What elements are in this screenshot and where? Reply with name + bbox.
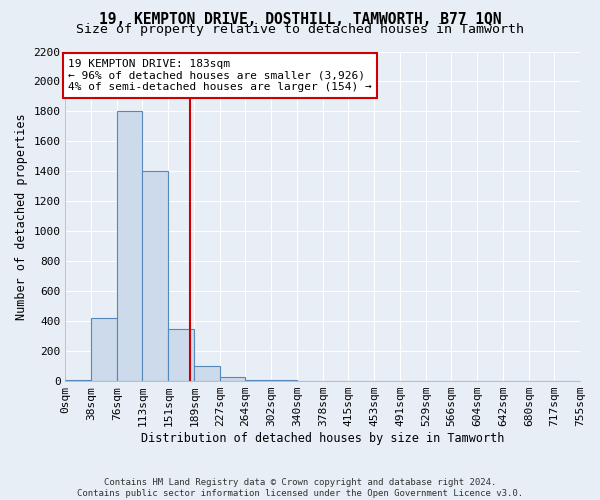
X-axis label: Distribution of detached houses by size in Tamworth: Distribution of detached houses by size … bbox=[141, 432, 505, 445]
Text: 19, KEMPTON DRIVE, DOSTHILL, TAMWORTH, B77 1QN: 19, KEMPTON DRIVE, DOSTHILL, TAMWORTH, B… bbox=[99, 12, 501, 28]
Bar bbox=[117, 112, 142, 381]
Bar bbox=[271, 380, 297, 381]
Bar bbox=[169, 328, 194, 381]
Text: Size of property relative to detached houses in Tamworth: Size of property relative to detached ho… bbox=[76, 22, 524, 36]
Bar bbox=[142, 172, 169, 381]
Text: Contains HM Land Registry data © Crown copyright and database right 2024.
Contai: Contains HM Land Registry data © Crown c… bbox=[77, 478, 523, 498]
Bar bbox=[194, 366, 220, 381]
Bar bbox=[245, 380, 271, 381]
Bar bbox=[91, 318, 117, 381]
Bar bbox=[65, 380, 91, 381]
Y-axis label: Number of detached properties: Number of detached properties bbox=[15, 113, 28, 320]
Bar bbox=[220, 376, 245, 381]
Text: 19 KEMPTON DRIVE: 183sqm
← 96% of detached houses are smaller (3,926)
4% of semi: 19 KEMPTON DRIVE: 183sqm ← 96% of detach… bbox=[68, 59, 372, 92]
